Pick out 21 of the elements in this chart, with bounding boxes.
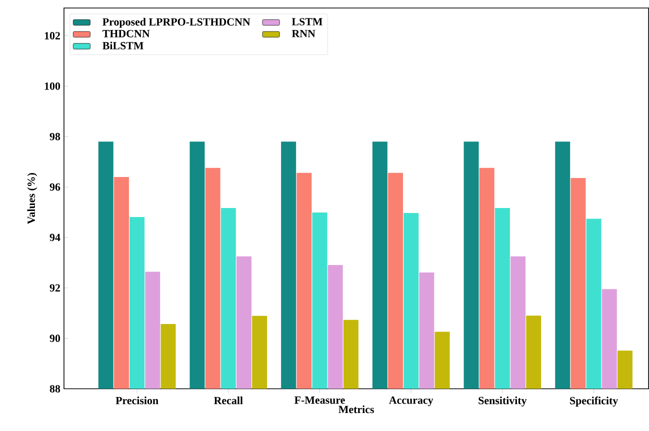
y-tick-label: 92 xyxy=(50,284,60,292)
y-tick-label: 100 xyxy=(44,82,60,90)
legend-label: BiLSTM xyxy=(102,42,144,50)
x-tick-label: Accuracy xyxy=(389,396,434,406)
y-tick-label: 90 xyxy=(50,334,60,342)
x-axis-title: Metrics xyxy=(338,406,374,414)
legend-label: THDCNN xyxy=(102,30,150,38)
legend-label: LSTM xyxy=(292,18,322,26)
y-tick-label: 102 xyxy=(44,32,60,40)
y-tick-label: 96 xyxy=(50,183,60,191)
y-axis-title: Values (%) xyxy=(27,173,38,224)
y-tick-label: 98 xyxy=(50,133,60,140)
x-tick-label: Recall xyxy=(214,396,243,404)
legend-label: RNN xyxy=(292,30,316,38)
x-tick-label: Precision xyxy=(116,396,158,404)
x-tick-label: F-Measure xyxy=(294,396,345,404)
legend-label: Proposed LPRPO-LSTHDCNN xyxy=(102,18,250,28)
x-tick-label: Sensitivity xyxy=(478,396,527,407)
x-tick-label: Specificity xyxy=(570,396,618,407)
y-tick-label: 94 xyxy=(50,234,60,242)
y-tick-label: 88 xyxy=(50,385,60,393)
